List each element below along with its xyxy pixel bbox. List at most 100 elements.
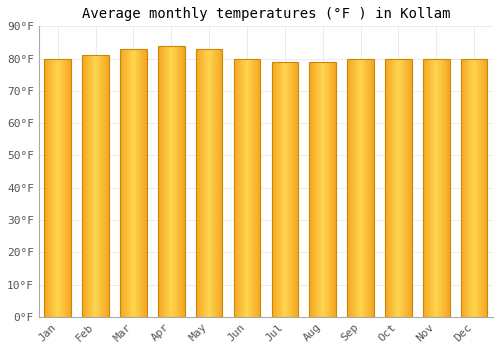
Bar	[172, 46, 173, 317]
Bar	[429, 58, 430, 317]
Bar	[350, 58, 351, 317]
Bar	[168, 46, 169, 317]
Bar	[465, 58, 466, 317]
Bar	[242, 58, 243, 317]
Bar	[468, 58, 469, 317]
Bar	[297, 62, 298, 317]
Bar	[138, 49, 140, 317]
Bar	[142, 49, 143, 317]
Bar	[45, 58, 46, 317]
Bar	[169, 46, 170, 317]
Bar	[398, 58, 399, 317]
Bar	[328, 62, 329, 317]
Bar	[127, 49, 128, 317]
Bar	[166, 46, 167, 317]
Bar	[254, 58, 255, 317]
Bar	[89, 55, 90, 317]
Bar	[82, 55, 109, 317]
Bar	[70, 58, 71, 317]
Bar	[250, 58, 251, 317]
Bar	[386, 58, 387, 317]
Bar	[92, 55, 93, 317]
Bar	[164, 46, 165, 317]
Bar	[480, 58, 481, 317]
Bar	[97, 55, 98, 317]
Bar	[136, 49, 137, 317]
Bar	[357, 58, 358, 317]
Bar	[449, 58, 450, 317]
Bar	[274, 62, 275, 317]
Bar	[408, 58, 409, 317]
Bar	[124, 49, 125, 317]
Bar	[320, 62, 321, 317]
Bar	[163, 46, 164, 317]
Bar	[316, 62, 317, 317]
Bar	[444, 58, 445, 317]
Bar	[288, 62, 289, 317]
Bar	[159, 46, 160, 317]
Bar	[354, 58, 355, 317]
Bar	[44, 58, 45, 317]
Bar	[411, 58, 412, 317]
Bar	[313, 62, 314, 317]
Bar	[204, 49, 205, 317]
Bar	[448, 58, 449, 317]
Bar	[399, 58, 400, 317]
Bar	[174, 46, 175, 317]
Bar	[370, 58, 371, 317]
Bar	[161, 46, 162, 317]
Bar	[175, 46, 176, 317]
Bar	[170, 46, 171, 317]
Bar	[446, 58, 447, 317]
Bar	[165, 46, 166, 317]
Bar	[410, 58, 411, 317]
Bar	[212, 49, 213, 317]
Bar	[240, 58, 241, 317]
Bar	[162, 46, 163, 317]
Bar	[66, 58, 68, 317]
Bar	[407, 58, 408, 317]
Bar	[68, 58, 69, 317]
Bar	[425, 58, 426, 317]
Bar	[237, 58, 238, 317]
Bar	[349, 58, 350, 317]
Bar	[369, 58, 370, 317]
Bar	[108, 55, 109, 317]
Bar	[363, 58, 364, 317]
Bar	[353, 58, 354, 317]
Bar	[69, 58, 70, 317]
Bar	[53, 58, 54, 317]
Bar	[315, 62, 316, 317]
Bar	[135, 49, 136, 317]
Bar	[65, 58, 66, 317]
Bar	[181, 46, 182, 317]
Bar	[129, 49, 130, 317]
Bar	[141, 49, 142, 317]
Bar	[202, 49, 203, 317]
Bar	[373, 58, 374, 317]
Bar	[433, 58, 434, 317]
Bar	[176, 46, 177, 317]
Bar	[140, 49, 141, 317]
Bar	[258, 58, 259, 317]
Bar	[197, 49, 198, 317]
Bar	[432, 58, 433, 317]
Bar	[443, 58, 444, 317]
Bar	[241, 58, 242, 317]
Bar	[246, 58, 247, 317]
Bar	[280, 62, 281, 317]
Bar	[94, 55, 95, 317]
Bar	[282, 62, 284, 317]
Bar	[57, 58, 58, 317]
Bar	[273, 62, 274, 317]
Bar	[122, 49, 123, 317]
Bar	[104, 55, 105, 317]
Bar	[56, 58, 57, 317]
Bar	[130, 49, 131, 317]
Bar	[439, 58, 440, 317]
Bar	[257, 58, 258, 317]
Bar	[120, 49, 121, 317]
Bar	[158, 46, 184, 317]
Bar	[100, 55, 101, 317]
Bar	[409, 58, 410, 317]
